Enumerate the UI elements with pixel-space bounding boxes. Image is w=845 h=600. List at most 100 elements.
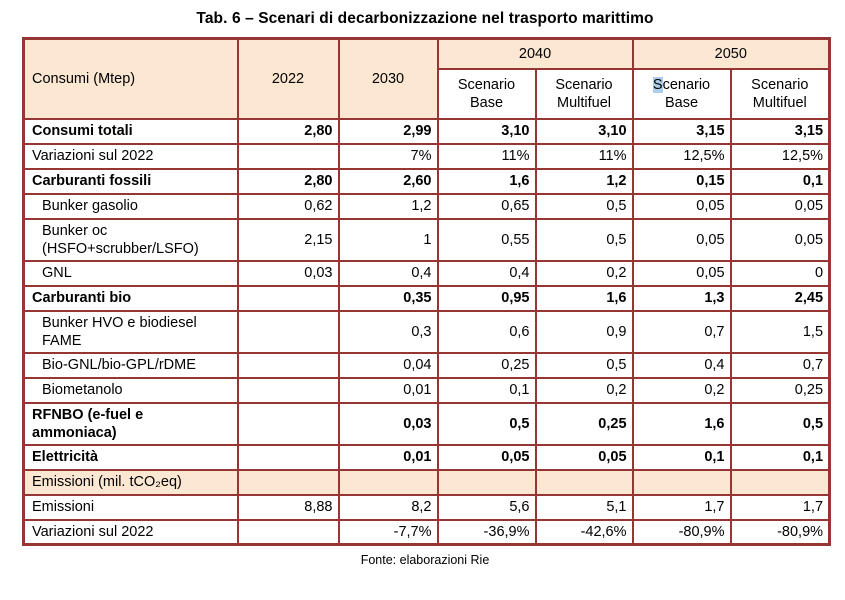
value-cell: 0,05 xyxy=(631,192,732,220)
col-group-2040: 2040 xyxy=(436,37,634,70)
value-cell: 0,05 xyxy=(729,192,831,220)
value-cell: 2,80 xyxy=(236,117,340,145)
col-header-2050-scenario-multifuel: Scenario Multifuel xyxy=(729,67,831,120)
value-cell: 0,05 xyxy=(436,443,537,471)
source-note: Fonte: elaborazioni Rie xyxy=(360,553,490,567)
value-cell: 0,05 xyxy=(534,443,634,471)
value-cell xyxy=(236,443,340,471)
value-cell: 0,04 xyxy=(337,351,439,379)
value-cell: 5,1 xyxy=(534,493,634,521)
table-row: Consumi totali 2,80 2,99 3,10 3,10 3,15 3,15 xyxy=(22,117,831,145)
scenario-type: Base xyxy=(469,94,504,111)
value-cell xyxy=(436,468,537,496)
row-label: Bunker HVO e biodiesel FAME xyxy=(22,309,239,354)
value-cell: 1,2 xyxy=(337,192,439,220)
value-cell: 0,5 xyxy=(534,351,634,379)
table-row: Elettricità 0,01 0,05 0,05 0,1 0,1 xyxy=(22,443,831,471)
value-cell: 0,5 xyxy=(534,192,634,220)
value-cell: 0,3 xyxy=(337,309,439,354)
value-cell xyxy=(729,468,831,496)
value-cell: 0,95 xyxy=(436,284,537,312)
value-cell xyxy=(236,376,340,404)
value-cell: 0,7 xyxy=(631,309,732,354)
row-label: Carburanti bio xyxy=(22,284,239,312)
table-row: Bunker oc (HSFO+scrubber/LSFO) 2,15 1 0,55 0… xyxy=(22,217,831,262)
value-cell: 0,9 xyxy=(534,309,634,354)
scenario-word: Scenario xyxy=(751,76,809,93)
value-cell: 0,35 xyxy=(337,284,439,312)
table-row: Bunker HVO e biodiesel FAME 0,3 0,6 0,9 0,7 1… xyxy=(22,309,831,354)
value-cell xyxy=(631,468,732,496)
row-label: Consumi totali xyxy=(22,117,239,145)
scenario-word: cenario xyxy=(662,76,711,93)
table-body: Consumi totali 2,80 2,99 3,10 3,10 3,15 3,15 Va… xyxy=(22,117,831,546)
value-cell: 3,15 xyxy=(729,117,831,145)
value-cell xyxy=(236,284,340,312)
value-cell: 3,15 xyxy=(631,117,732,145)
header-year-row: Consumi (Mtep) 2022 2030 2040 2050 xyxy=(22,37,831,120)
table-row: Emissioni (mil. tCO₂eq) xyxy=(22,468,831,496)
value-cell: 0,65 xyxy=(436,192,537,220)
value-cell: 0,4 xyxy=(337,259,439,287)
value-cell: 0,6 xyxy=(436,309,537,354)
value-cell: 0,25 xyxy=(436,351,537,379)
value-cell: -7,7% xyxy=(337,518,439,546)
document-page: Tab. 6 – Scenari di decarbonizzazione ne… xyxy=(22,0,832,567)
value-cell: 12,5% xyxy=(729,142,831,170)
table-row: Biometanolo 0,01 0,1 0,2 0,2 0,25 xyxy=(22,376,831,404)
value-cell: 1,5 xyxy=(729,309,831,354)
value-cell: 0,2 xyxy=(534,376,634,404)
value-cell: 1,7 xyxy=(729,493,831,521)
row-label: Variazioni sul 2022 xyxy=(22,142,239,170)
value-cell: 1 xyxy=(337,217,439,262)
value-cell: 7% xyxy=(337,142,439,170)
table-row: Carburanti bio 0,35 0,95 1,6 1,3 2,45 xyxy=(22,284,831,312)
value-cell: 11% xyxy=(436,142,537,170)
value-cell: 1,7 xyxy=(631,493,732,521)
row-label: GNL xyxy=(22,259,239,287)
value-cell: 11% xyxy=(534,142,634,170)
value-cell xyxy=(337,468,439,496)
col-header-2050-scenario-base: Scenario Base xyxy=(631,67,732,120)
value-cell: 1,6 xyxy=(631,401,732,446)
value-cell xyxy=(236,401,340,446)
value-cell xyxy=(534,468,634,496)
value-cell: 0,1 xyxy=(436,376,537,404)
value-cell: 0,2 xyxy=(534,259,634,287)
col-header-2040-scenario-multifuel: Scenario Multifuel xyxy=(534,67,634,120)
value-cell: 1,6 xyxy=(534,284,634,312)
value-cell: 0,1 xyxy=(729,167,831,195)
value-cell: 0,4 xyxy=(631,351,732,379)
value-cell: 0,5 xyxy=(729,401,831,446)
col-header-2040-scenario-base: Scenario Base xyxy=(436,67,537,120)
value-cell: 8,2 xyxy=(337,493,439,521)
col-header-consumi: Consumi (Mtep) xyxy=(22,37,239,120)
scenario-type: Multifuel xyxy=(557,94,611,111)
value-cell xyxy=(236,142,340,170)
value-cell: 0,25 xyxy=(729,376,831,404)
value-cell: 0,1 xyxy=(729,443,831,471)
value-cell: 3,10 xyxy=(534,117,634,145)
row-label: Biometanolo xyxy=(22,376,239,404)
col-header-2022: 2022 xyxy=(236,37,340,120)
value-cell: 0,4 xyxy=(436,259,537,287)
table-row: Carburanti fossili 2,80 2,60 1,6 1,2 0,15 0,1 xyxy=(22,167,831,195)
value-cell: -80,9% xyxy=(631,518,732,546)
value-cell: -36,9% xyxy=(436,518,537,546)
table-row: Bio-GNL/bio-GPL/rDME 0,04 0,25 0,5 0,4 0,7 xyxy=(22,351,831,379)
row-label: Bunker gasolio xyxy=(22,192,239,220)
value-cell: 5,6 xyxy=(436,493,537,521)
col-group-2050: 2050 xyxy=(631,37,831,70)
scenario-word: Scenario xyxy=(457,76,516,93)
header-scenario-row: Scenario Base Scenario Multifuel Scenari… xyxy=(24,67,831,120)
value-cell: 2,60 xyxy=(337,167,439,195)
value-cell: 0,62 xyxy=(236,192,340,220)
table-row: Variazioni sul 2022 7% 11% 11% 12,5% 12,5% xyxy=(22,142,831,170)
value-cell: 1,2 xyxy=(534,167,634,195)
value-cell xyxy=(236,351,340,379)
row-label: Elettricità xyxy=(22,443,239,471)
row-label: RFNBO (e-fuel e ammoniaca) xyxy=(22,401,239,446)
table-row: Bunker gasolio 0,62 1,2 0,65 0,5 0,05 0,05 xyxy=(22,192,831,220)
value-cell: 0,1 xyxy=(631,443,732,471)
value-cell: -80,9% xyxy=(729,518,831,546)
